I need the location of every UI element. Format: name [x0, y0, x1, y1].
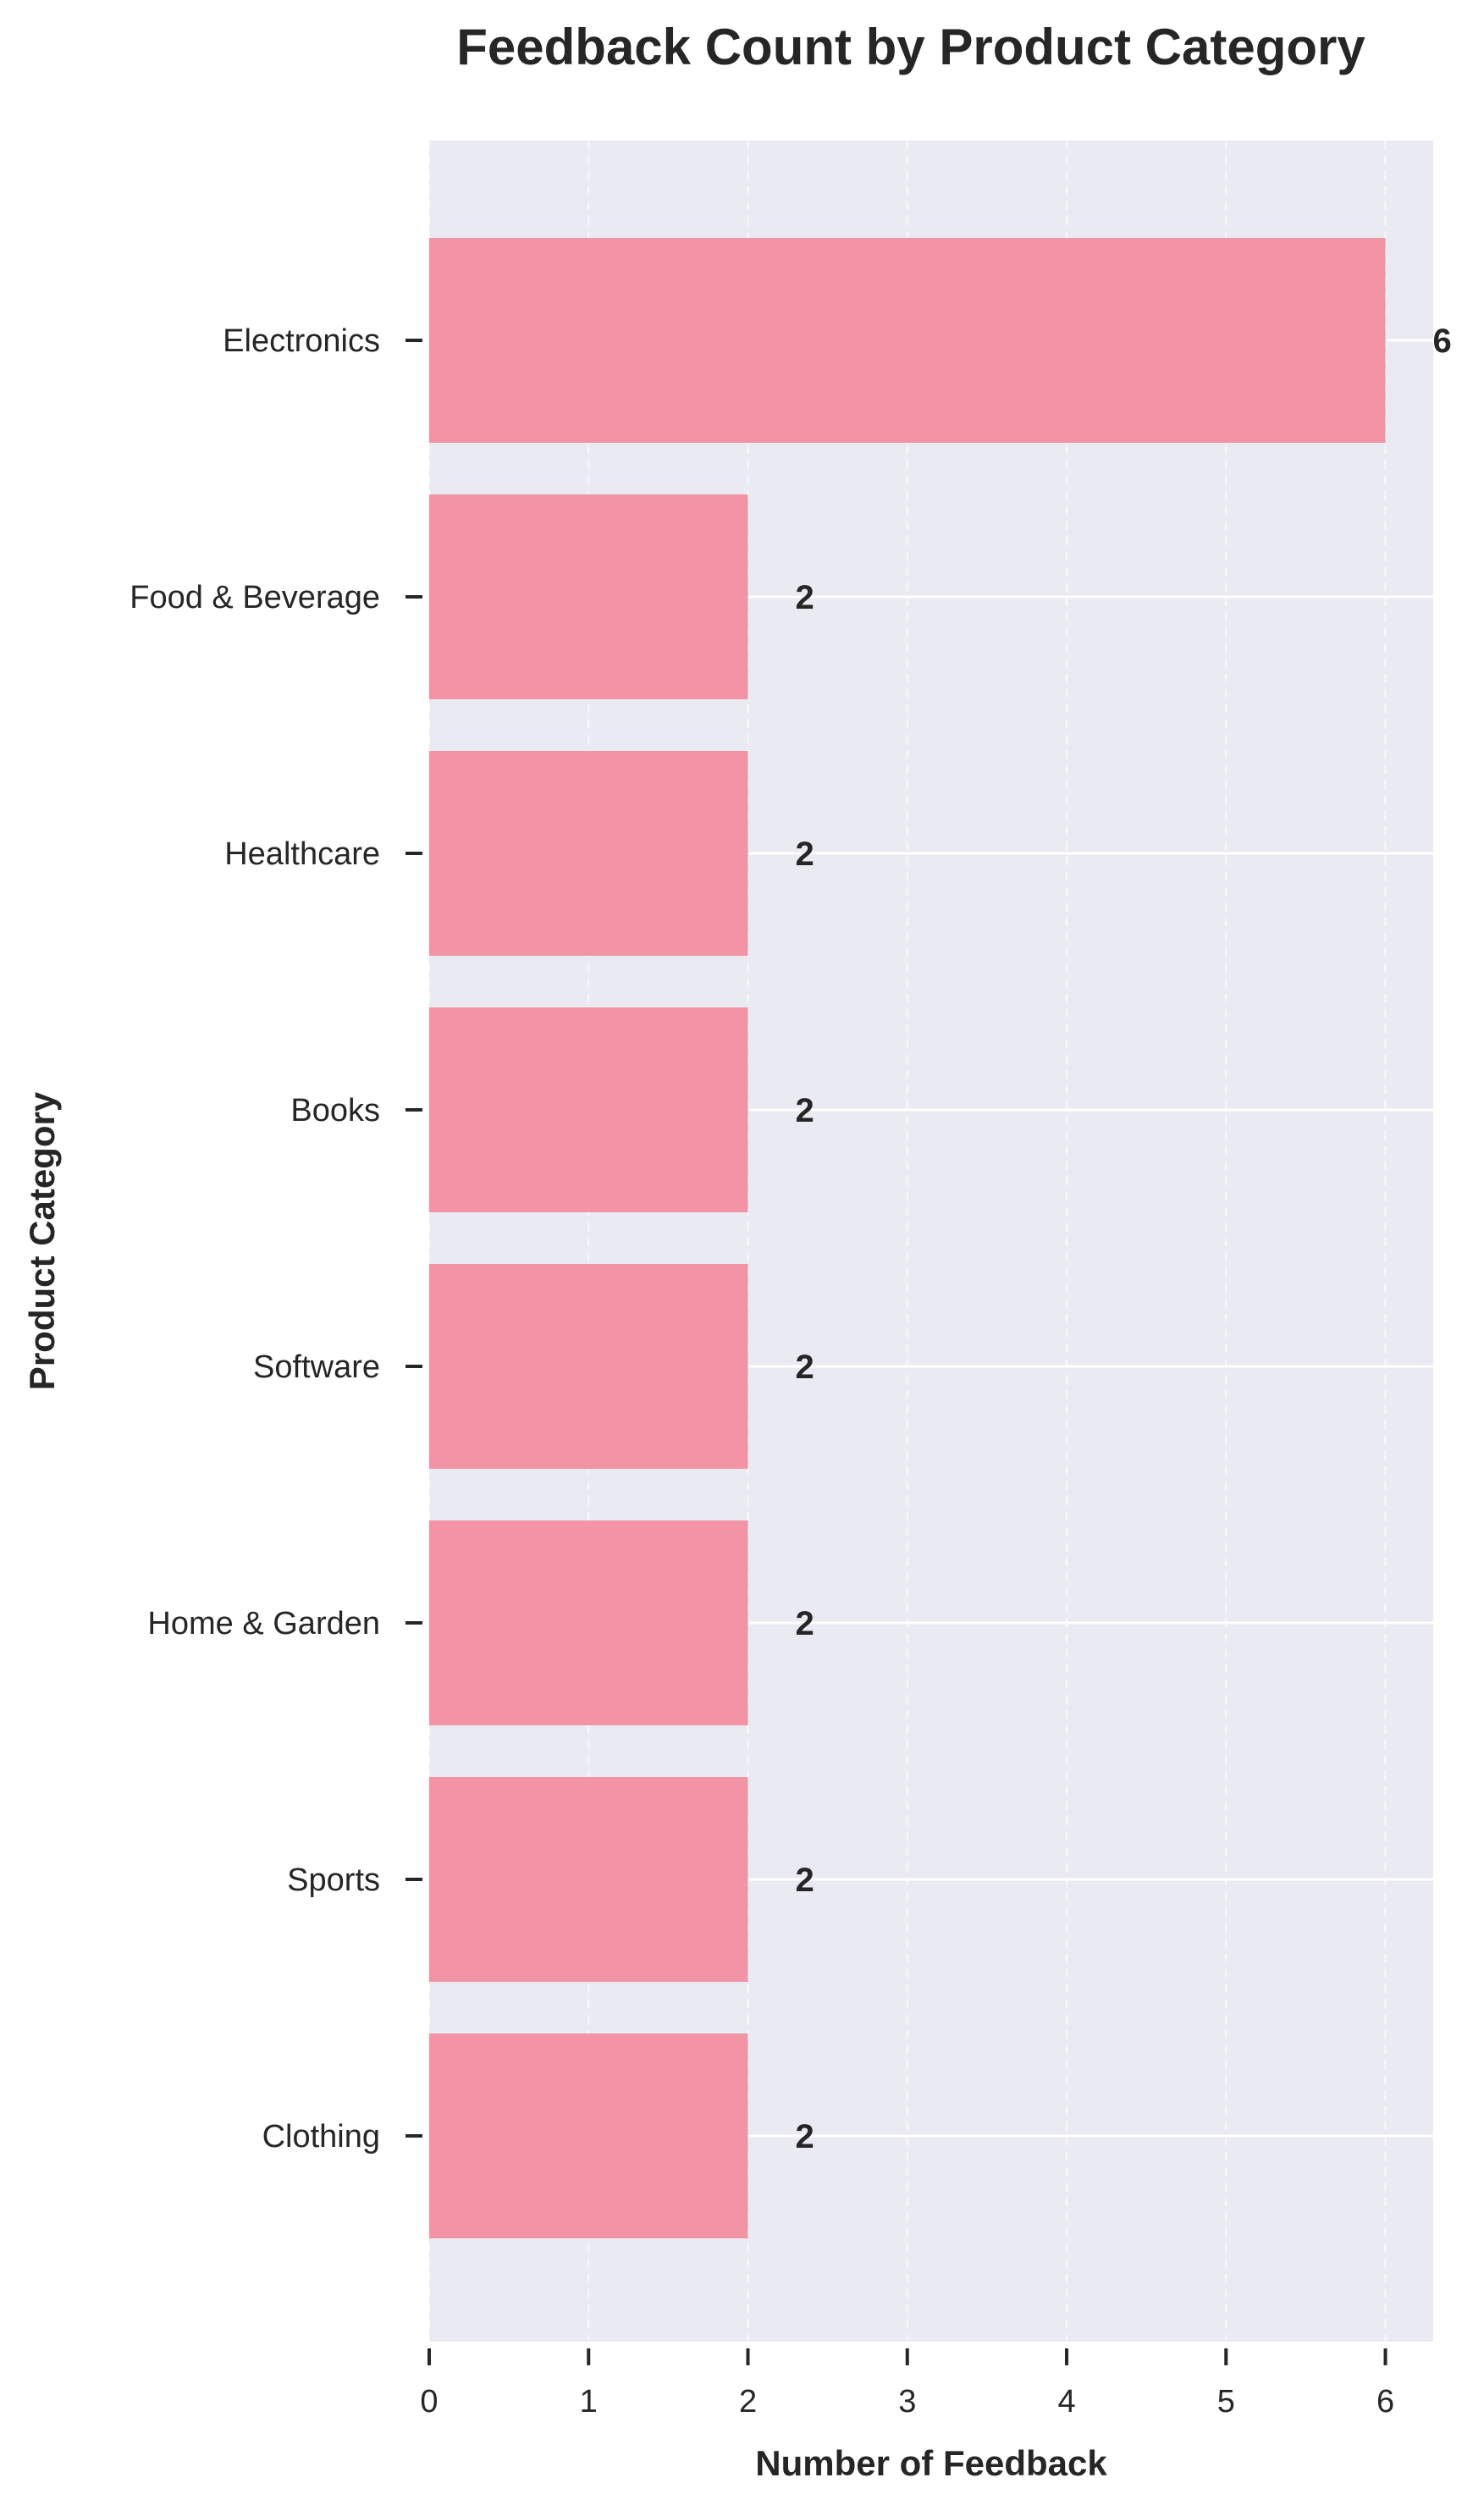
bar-value-label: 2: [796, 2118, 814, 2155]
value-labels: 6 2 2 2 2 2 2 2: [796, 323, 1452, 2155]
bar: [429, 494, 748, 699]
x-tick-label: 3: [898, 2384, 916, 2419]
y-tick-label: Food & Beverage: [130, 580, 380, 615]
x-tick-label: 4: [1057, 2384, 1075, 2419]
bar: [429, 238, 1386, 443]
bar: [429, 1777, 748, 1982]
y-axis-label: Product Category: [22, 1091, 62, 1390]
bar-value-label: 2: [796, 579, 814, 616]
x-tick-label: 1: [580, 2384, 598, 2419]
bar-value-label: 2: [796, 1092, 814, 1129]
bar-value-label: 2: [796, 1862, 814, 1899]
x-tick-label: 5: [1217, 2384, 1235, 2419]
bar: [429, 751, 748, 956]
y-tick-label: Healthcare: [224, 836, 380, 872]
y-tick-label: Home & Garden: [147, 1606, 380, 1641]
plot-area: [429, 141, 1433, 2342]
y-axis: Electronics Food & Beverage Healthcare Book…: [130, 323, 422, 2155]
bar: [429, 2033, 748, 2238]
y-tick-label: Electronics: [223, 323, 380, 359]
y-tick-label: Clothing: [262, 2119, 380, 2155]
bar: [429, 1520, 748, 1725]
x-tick-label: 6: [1376, 2384, 1394, 2419]
y-tick-label: Sports: [287, 1862, 380, 1898]
bar-value-label: 2: [796, 1605, 814, 1642]
chart-title: Feedback Count by Product Category: [456, 19, 1365, 75]
x-axis-label: Number of Feedback: [755, 2443, 1107, 2483]
bar-value-label: 2: [796, 1349, 814, 1386]
bar-value-label: 2: [796, 836, 814, 873]
bar-value-label: 6: [1433, 323, 1452, 360]
y-tick-label: Software: [253, 1349, 380, 1385]
x-tick-label: 2: [739, 2384, 757, 2419]
x-tick-label: 0: [420, 2384, 438, 2419]
y-tick-label: Books: [290, 1093, 380, 1128]
x-axis: 0 1 2 3 4 5 6: [420, 2348, 1394, 2419]
bar: [429, 1007, 748, 1212]
bars: [429, 238, 1386, 2238]
bar: [429, 1264, 748, 1469]
